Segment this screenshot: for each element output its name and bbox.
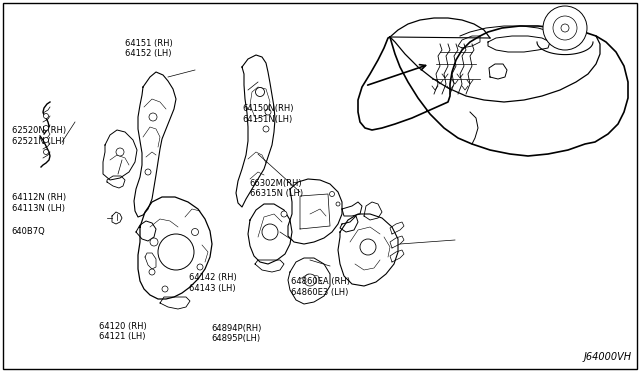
- Circle shape: [265, 109, 271, 115]
- Circle shape: [149, 269, 155, 275]
- Polygon shape: [342, 202, 362, 216]
- Polygon shape: [134, 72, 176, 217]
- Polygon shape: [488, 36, 550, 52]
- Text: 62520N (RH)
62521N (LH): 62520N (RH) 62521N (LH): [12, 126, 66, 146]
- Circle shape: [255, 87, 264, 96]
- Circle shape: [116, 148, 124, 156]
- Polygon shape: [390, 250, 404, 262]
- Text: 64120 (RH)
64121 (LH): 64120 (RH) 64121 (LH): [99, 322, 147, 341]
- Text: 64860EA (RH)
64860E3 (LH): 64860EA (RH) 64860E3 (LH): [291, 277, 350, 296]
- Polygon shape: [145, 253, 156, 269]
- Circle shape: [263, 126, 269, 132]
- Circle shape: [553, 16, 577, 40]
- Circle shape: [162, 286, 168, 292]
- Circle shape: [360, 239, 376, 255]
- Polygon shape: [288, 258, 330, 304]
- Polygon shape: [236, 55, 275, 207]
- Polygon shape: [160, 297, 190, 309]
- Circle shape: [281, 211, 287, 217]
- Polygon shape: [138, 197, 212, 299]
- Polygon shape: [288, 179, 342, 244]
- Polygon shape: [390, 236, 404, 248]
- Circle shape: [44, 138, 49, 142]
- Polygon shape: [338, 214, 398, 286]
- Text: J64000VH: J64000VH: [584, 352, 632, 362]
- Polygon shape: [255, 260, 284, 272]
- Text: 66302M(RH)
66315N (LH): 66302M(RH) 66315N (LH): [250, 179, 303, 198]
- Circle shape: [336, 202, 340, 206]
- Circle shape: [191, 228, 198, 235]
- Text: 64150N(RH)
64151N(LH): 64150N(RH) 64151N(LH): [242, 104, 293, 124]
- Text: 64894P(RH)
64895P(LH): 64894P(RH) 64895P(LH): [211, 324, 262, 343]
- Circle shape: [543, 6, 587, 50]
- Polygon shape: [248, 204, 292, 264]
- Text: 64112N (RH)
64113N (LH): 64112N (RH) 64113N (LH): [12, 193, 66, 213]
- Polygon shape: [364, 202, 382, 220]
- Text: 640B7Q: 640B7Q: [12, 227, 45, 236]
- Polygon shape: [112, 212, 122, 224]
- Polygon shape: [458, 36, 480, 48]
- Circle shape: [262, 224, 278, 240]
- Circle shape: [330, 192, 335, 196]
- Polygon shape: [107, 176, 125, 188]
- Circle shape: [197, 264, 203, 270]
- Text: 64142 (RH)
64143 (LH): 64142 (RH) 64143 (LH): [189, 273, 237, 293]
- Circle shape: [145, 169, 151, 175]
- Circle shape: [304, 274, 316, 286]
- Polygon shape: [103, 130, 137, 180]
- Circle shape: [44, 125, 49, 131]
- Polygon shape: [136, 221, 156, 241]
- Circle shape: [561, 24, 569, 32]
- Circle shape: [44, 150, 49, 154]
- Text: 64151 (RH)
64152 (LH): 64151 (RH) 64152 (LH): [125, 39, 173, 58]
- Circle shape: [150, 238, 158, 246]
- Circle shape: [149, 113, 157, 121]
- Polygon shape: [489, 64, 507, 79]
- Circle shape: [44, 113, 49, 119]
- Polygon shape: [340, 216, 358, 232]
- Circle shape: [158, 234, 194, 270]
- Polygon shape: [390, 222, 404, 234]
